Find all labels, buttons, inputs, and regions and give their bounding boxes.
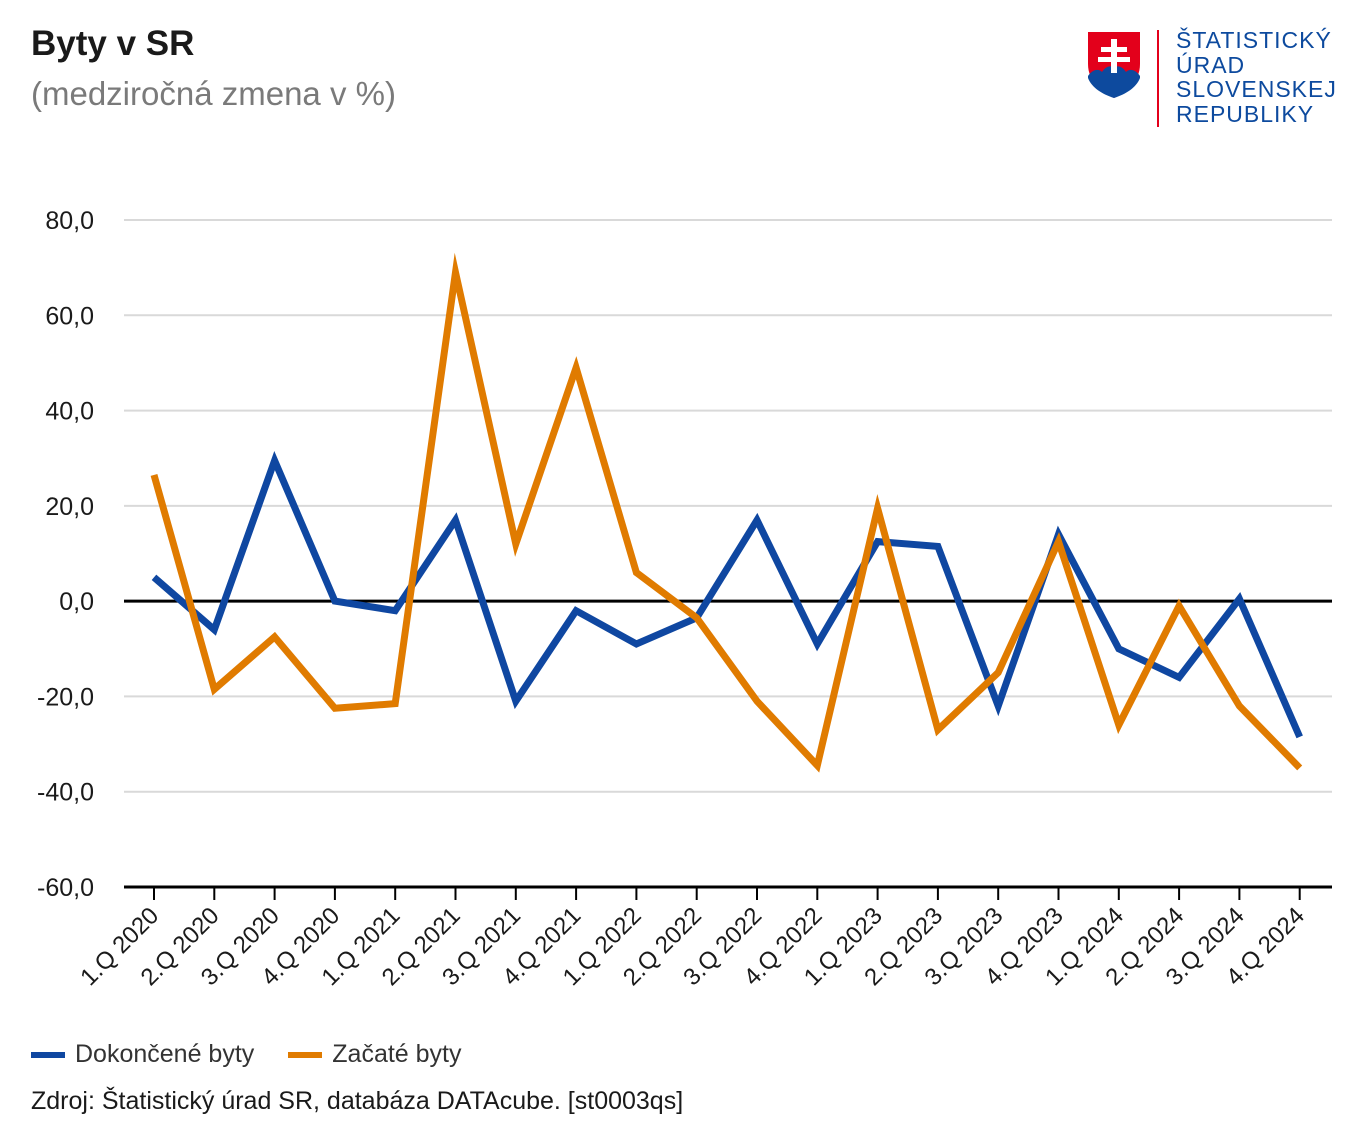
chart-subtitle: (medziročná zmena v %) (31, 75, 396, 112)
data-point (151, 574, 158, 581)
slovak-coat-of-arms-icon (1088, 32, 1140, 98)
data-point (1055, 538, 1062, 545)
data-point (874, 505, 881, 512)
logo-line: ÚRAD (1176, 51, 1246, 78)
data-point (1236, 595, 1243, 602)
data-point (874, 538, 881, 545)
data-point (512, 540, 519, 547)
legend-label: Dokončené byty (75, 1040, 255, 1068)
legend-label: Začaté byty (332, 1040, 462, 1068)
data-point (633, 569, 640, 576)
data-point (331, 705, 338, 712)
y-tick-label: 0,0 (59, 588, 94, 616)
y-tick-label: -20,0 (37, 683, 94, 711)
logo-line: REPUBLIKY (1176, 100, 1315, 127)
data-point (271, 457, 278, 464)
logo-text: ŠTATISTICKÝ ÚRAD SLOVENSKEJ REPUBLIKY (1176, 28, 1337, 126)
legend-swatch (288, 1051, 323, 1058)
legend: Dokončené byty Začaté byty (31, 1040, 496, 1069)
y-axis-ticks: 80,0 60,0 40,0 20,0 0,0 -20,0 -40,0 -60,0 (37, 207, 94, 902)
data-point (1236, 702, 1243, 709)
data-point (392, 607, 399, 614)
legend-swatch (31, 1051, 65, 1058)
y-tick-label: 80,0 (45, 207, 94, 235)
series-line-zacate (150, 252, 1303, 773)
series-lines (150, 252, 1303, 773)
data-point (1176, 674, 1183, 681)
data-point (573, 607, 580, 614)
data-point (995, 702, 1002, 709)
data-point (633, 641, 640, 648)
data-point (693, 614, 700, 621)
data-point (1296, 764, 1303, 771)
y-tick-label: -60,0 (37, 874, 94, 902)
chart-title: Byty v SR (31, 24, 195, 63)
y-tick-label: 40,0 (45, 398, 94, 426)
data-point (754, 517, 761, 524)
data-point (211, 686, 218, 693)
legend-item-zacate: Začaté byty (288, 1040, 462, 1069)
legend-item-dokoncene: Dokončené byty (31, 1040, 254, 1069)
data-point (934, 543, 941, 550)
series-line-dokoncene (151, 451, 1303, 739)
data-point (452, 517, 459, 524)
data-point (1176, 602, 1183, 609)
data-point (271, 633, 278, 640)
logo-line: SLOVENSKEJ (1176, 76, 1337, 102)
data-point (331, 598, 338, 605)
gridlines (124, 219, 1332, 889)
data-point (1115, 645, 1122, 652)
data-point (392, 700, 399, 707)
y-tick-label: -40,0 (37, 779, 94, 807)
data-point (1296, 733, 1303, 740)
data-point (573, 364, 580, 371)
data-point (512, 698, 519, 705)
line-chart: 80,0 60,0 40,0 20,0 0,0 -20,0 -40,0 -60,0 1.Q 2… (37, 207, 1332, 991)
data-point (995, 669, 1002, 676)
data-point (814, 762, 821, 769)
data-point (151, 471, 158, 478)
data-point (211, 626, 218, 633)
data-point (754, 698, 761, 705)
y-tick-label: 20,0 (45, 493, 94, 521)
data-point (814, 641, 821, 648)
institution-logo: ŠTATISTICKÝ ÚRAD SLOVENSKEJ REPUBLIKY (1086, 28, 1336, 128)
logo-line: ŠTATISTICKÝ (1176, 27, 1332, 53)
data-point (452, 269, 459, 276)
logo-divider (1157, 30, 1159, 127)
y-tick-label: 60,0 (45, 302, 94, 330)
data-point (934, 726, 941, 733)
data-point (1115, 722, 1122, 729)
source-note: Zdroj: Štatistický úrad SR, databáza DAT… (31, 1087, 684, 1115)
